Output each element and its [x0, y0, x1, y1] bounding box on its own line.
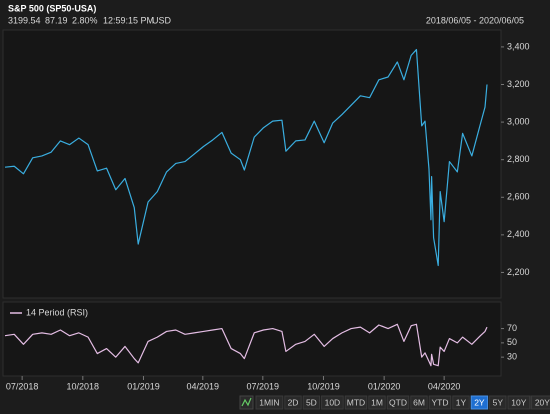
x-tick-label: 04/2020	[428, 381, 461, 391]
button-label: 5D	[306, 397, 317, 407]
range-button[interactable]: 10D	[321, 395, 344, 410]
x-tick-label: 07/2018	[6, 381, 39, 391]
x-tick-label: 07/2019	[247, 381, 280, 391]
date-range: 2018/06/05 - 2020/06/05	[426, 15, 524, 25]
price-panel	[2, 29, 502, 299]
y-tick-label: 30	[507, 352, 517, 362]
button-bg	[302, 395, 321, 410]
y-tick-label: 3,000	[507, 116, 530, 126]
last-price: 3199.54	[8, 15, 41, 25]
button-label: MTD	[347, 397, 365, 407]
button-label: 1MIN	[259, 397, 279, 407]
button-bg	[410, 395, 428, 410]
range-button[interactable]: YTD	[428, 395, 452, 410]
range-button[interactable]: 6M	[410, 395, 428, 410]
y-tick-label: 2,800	[507, 154, 530, 164]
toolbar-icon[interactable]	[239, 395, 254, 410]
data-line	[4, 48, 488, 267]
button-bg	[255, 395, 284, 410]
button-label: 1Y	[456, 397, 467, 407]
button-bg	[386, 395, 410, 410]
time: 12:59:15 PM	[103, 15, 154, 25]
button-label: 5Y	[493, 397, 504, 407]
y-tick-label: 50	[507, 337, 517, 347]
button-bg	[428, 395, 452, 410]
y-tick-label: 3,200	[507, 79, 530, 89]
button-bg	[452, 395, 470, 410]
button-bg	[489, 395, 507, 410]
button-bg	[368, 395, 386, 410]
x-tick-label: 10/2018	[67, 381, 100, 391]
button-label: 2Y	[474, 397, 485, 407]
range-button[interactable]: 20Y	[531, 395, 550, 410]
range-button[interactable]: MTD	[344, 395, 368, 410]
button-label: 1M	[371, 397, 383, 407]
button-bg	[507, 395, 531, 410]
change: 87.19	[45, 15, 68, 25]
button-label: QTD	[389, 397, 407, 407]
button-label: YTD	[432, 397, 449, 407]
change-pct: 2.80%	[72, 15, 98, 25]
button-label: 6M	[413, 397, 425, 407]
button-label: 10D	[325, 397, 341, 407]
y-tick-label: 2,400	[507, 229, 530, 239]
range-button[interactable]: 5D	[302, 395, 321, 410]
range-button[interactable]: 5Y	[489, 395, 507, 410]
button-bg	[470, 395, 489, 410]
currency: USD	[152, 15, 172, 25]
button-label: 2D	[288, 397, 299, 407]
y-tick-label: 70	[507, 323, 517, 333]
range-button[interactable]: 1MIN	[255, 395, 284, 410]
range-button[interactable]: 1Y	[452, 395, 470, 410]
data-line	[4, 323, 488, 367]
y-tick-label: 3,400	[507, 41, 530, 51]
button-bg	[531, 395, 550, 410]
legend-label: 14 Period (RSI)	[26, 307, 88, 317]
range-button[interactable]: 1M	[368, 395, 386, 410]
x-tick-label: 01/2019	[127, 381, 160, 391]
range-button[interactable]: 2D	[284, 395, 302, 410]
range-button[interactable]: 2Y	[470, 395, 489, 410]
button-bg	[284, 395, 302, 410]
button-label: 10Y	[511, 397, 526, 407]
y-tick-label: 2,200	[507, 267, 530, 277]
range-button[interactable]: 10Y	[507, 395, 531, 410]
button-label: 20Y	[535, 397, 550, 407]
title: S&P 500 (SP50-USA)	[8, 3, 96, 13]
button-bg	[344, 395, 368, 410]
button-bg	[321, 395, 344, 410]
x-tick-label: 10/2019	[307, 381, 340, 391]
range-button[interactable]: QTD	[386, 395, 410, 410]
x-tick-label: 04/2019	[187, 381, 220, 391]
x-tick-label: 01/2020	[368, 381, 401, 391]
y-tick-label: 2,600	[507, 192, 530, 202]
